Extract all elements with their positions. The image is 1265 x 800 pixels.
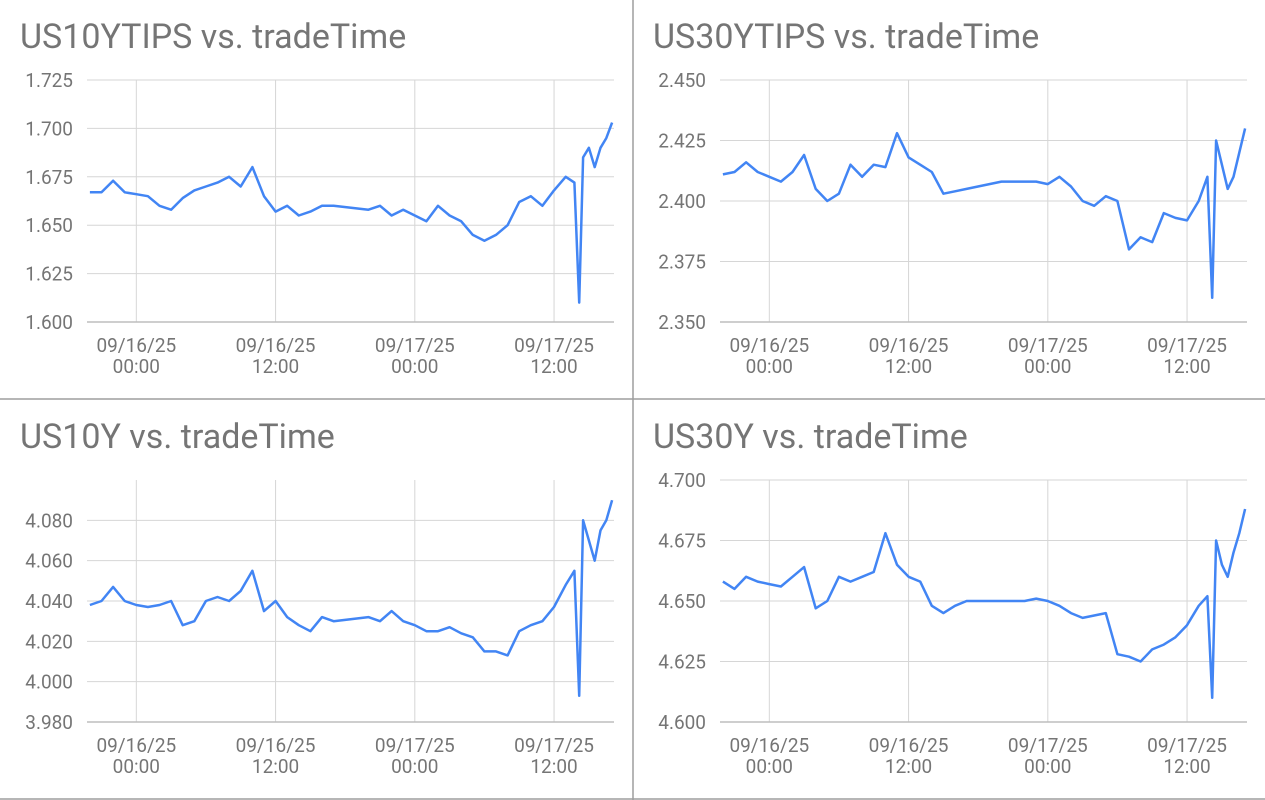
y-tick-label: 4.040 xyxy=(25,590,73,613)
x-tick-label: 09/17/25 00:00 xyxy=(375,334,455,378)
y-tick-label: 1.700 xyxy=(25,117,73,140)
y-tick-label: 1.600 xyxy=(25,311,73,334)
x-tick-label: 09/17/25 12:00 xyxy=(1147,334,1227,378)
chart-title: US10Y vs. tradeTime xyxy=(20,417,335,457)
y-tick-label: 2.350 xyxy=(658,311,706,334)
y-tick-label: 1.725 xyxy=(25,69,73,92)
chart-title: US30YTIPS vs. tradeTime xyxy=(653,17,1039,57)
y-tick-label: 4.060 xyxy=(25,550,73,573)
x-tick-label: 09/16/25 12:00 xyxy=(236,334,316,378)
x-tick-label: 09/16/25 12:00 xyxy=(869,334,949,378)
price-line xyxy=(89,122,614,304)
y-tick-label: 2.425 xyxy=(658,130,706,153)
x-tick-label: 09/16/25 00:00 xyxy=(729,334,809,378)
chart-title: US10YTIPS vs. tradeTime xyxy=(20,17,406,57)
y-tick-label: 2.375 xyxy=(658,251,706,274)
y-tick-label: 2.450 xyxy=(658,69,706,92)
price-line xyxy=(89,499,614,698)
price-line xyxy=(722,128,1247,300)
x-tick-label: 09/16/25 00:00 xyxy=(96,734,176,778)
y-tick-label: 4.625 xyxy=(658,651,706,674)
x-tick-label: 09/17/25 12:00 xyxy=(1147,734,1227,778)
y-tick-label: 1.650 xyxy=(25,214,73,237)
x-tick-label: 09/16/25 00:00 xyxy=(96,334,176,378)
y-tick-label: 4.675 xyxy=(658,530,706,553)
y-tick-label: 4.020 xyxy=(25,630,73,653)
price-line xyxy=(722,508,1247,700)
x-tick-label: 09/17/25 12:00 xyxy=(514,734,594,778)
x-tick-label: 09/17/25 00:00 xyxy=(1008,334,1088,378)
y-tick-label: 4.650 xyxy=(658,590,706,613)
y-tick-label: 4.700 xyxy=(658,469,706,492)
x-tick-label: 09/17/25 00:00 xyxy=(375,734,455,778)
x-tick-label: 09/16/25 12:00 xyxy=(236,734,316,778)
y-tick-label: 4.000 xyxy=(25,671,73,694)
x-tick-label: 09/16/25 12:00 xyxy=(869,734,949,778)
x-tick-label: 09/17/25 00:00 xyxy=(1008,734,1088,778)
y-tick-label: 3.980 xyxy=(25,711,73,734)
chart-title: US30Y vs. tradeTime xyxy=(653,417,968,457)
y-tick-label: 1.625 xyxy=(25,263,73,286)
y-tick-label: 2.400 xyxy=(658,190,706,213)
y-tick-label: 4.080 xyxy=(25,509,73,532)
y-tick-label: 4.600 xyxy=(658,711,706,734)
x-tick-label: 09/17/25 12:00 xyxy=(514,334,594,378)
y-tick-label: 1.675 xyxy=(25,166,73,189)
x-tick-label: 09/16/25 00:00 xyxy=(729,734,809,778)
